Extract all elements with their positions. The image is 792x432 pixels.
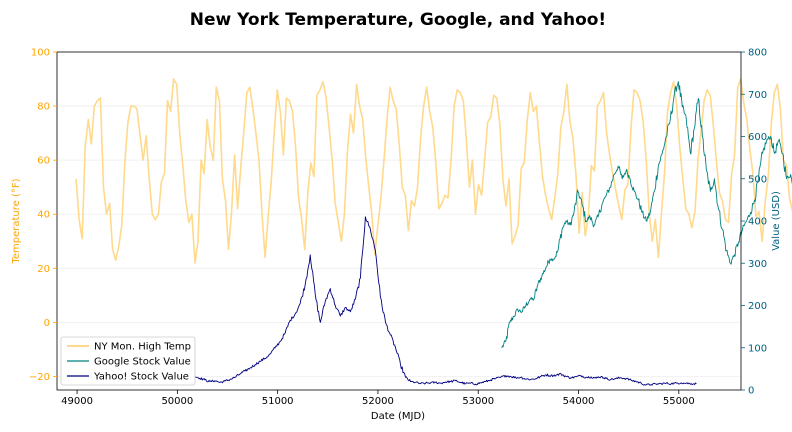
x-tick-label: 51000 [262, 396, 294, 407]
y-right-tick-label: 500 [748, 174, 767, 185]
y-right-tick-label: 200 [748, 301, 767, 312]
x-tick-label: 53000 [462, 396, 494, 407]
series-line-yahoo [194, 216, 697, 386]
series-line-google [501, 81, 792, 348]
y-left-tick-label: −20 [29, 372, 50, 383]
y-right-tick-label: 700 [748, 90, 767, 101]
x-tick-label: 55000 [663, 396, 695, 407]
x-tick-label: 54000 [563, 396, 595, 407]
legend-label-google: Google Stock Value [94, 357, 191, 368]
y-right-tick-label: 400 [748, 217, 767, 228]
y-axis-left-label: Temperature (°F) [11, 178, 22, 264]
y-left-tick-label: 100 [31, 48, 50, 59]
y-axis-right-label: Value (USD) [771, 191, 782, 251]
x-tick-label: 52000 [362, 396, 394, 407]
y-right-tick-label: 800 [748, 48, 767, 59]
axes: 49000 50000 51000 52000 53000 54000 55000 −20 0 2… [29, 48, 767, 408]
chart-title: New York Temperature, Google, and Yahoo! [190, 10, 606, 30]
y-left-tick-label: 0 [44, 318, 50, 329]
y-left-tick-label: 60 [37, 156, 50, 167]
x-axis-label: Date (MJD) [371, 411, 425, 422]
legend-label-temp: NY Mon. High Temp [94, 342, 191, 353]
y-left-tick-label: 20 [37, 264, 50, 275]
y-right-tick-label: 300 [748, 259, 767, 270]
grid [57, 51, 741, 377]
y-right-tick-label: 600 [748, 132, 767, 143]
x-tick-label: 50000 [161, 396, 193, 407]
y-right-tick-label: 100 [748, 343, 767, 354]
y-right-tick-label: 0 [748, 386, 754, 397]
series-line-temp [75, 78, 792, 264]
legend-label-yahoo: Yahoo! Stock Value [93, 372, 189, 383]
y-left-tick-label: 80 [37, 102, 50, 113]
y-left-tick-label: 40 [37, 210, 50, 221]
legend-box [60, 336, 196, 386]
legend: NY Mon. High Temp Google Stock Value Yah… [60, 336, 196, 386]
x-tick-label: 49000 [61, 396, 93, 407]
plot-series [75, 78, 792, 386]
